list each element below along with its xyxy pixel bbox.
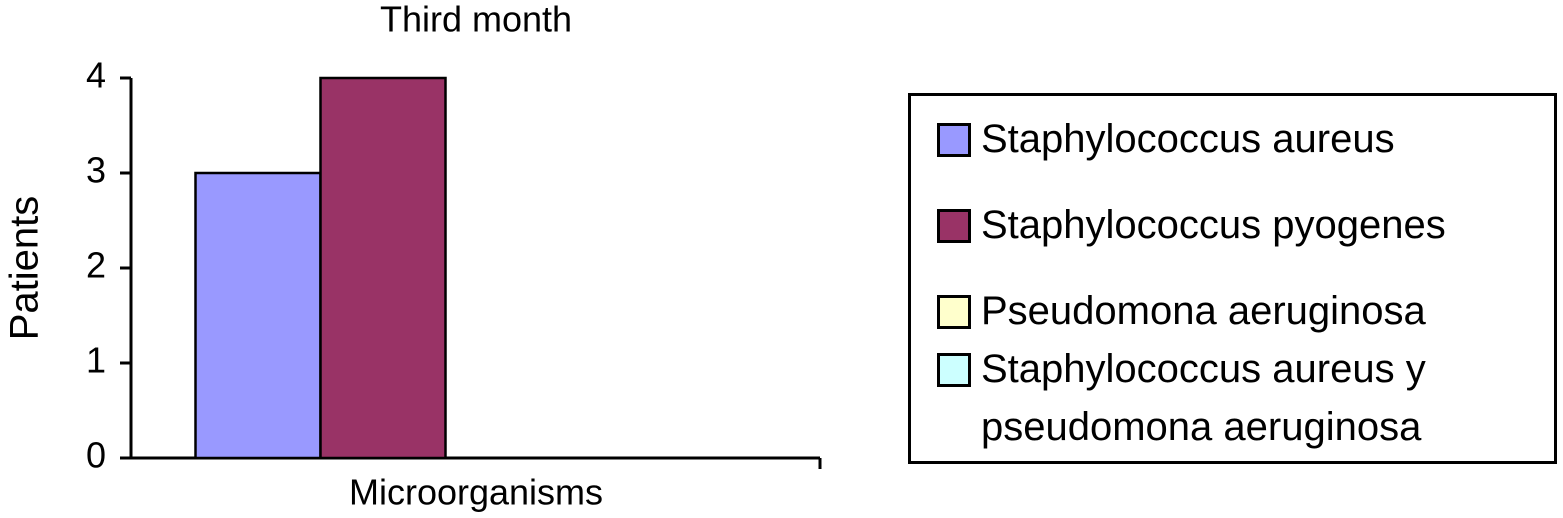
legend-label: Staphylococcus aureus y pseudomona aerug… bbox=[981, 347, 1426, 449]
y-axis-label: Patients bbox=[3, 196, 47, 341]
x-axis-label: Microorganisms bbox=[349, 472, 603, 513]
y-tick-label: 3 bbox=[86, 150, 106, 191]
legend-label: Staphylococcus pyogenes bbox=[981, 203, 1446, 247]
legend-item: Pseudomona aeruginosa bbox=[937, 282, 1554, 340]
y-tick-label: 1 bbox=[86, 340, 106, 381]
legend-swatch bbox=[937, 295, 971, 329]
y-tick-label: 4 bbox=[86, 55, 106, 96]
y-tick-label: 0 bbox=[86, 435, 106, 476]
legend-swatch bbox=[937, 123, 971, 157]
chart-title: Third month bbox=[380, 0, 572, 40]
legend-item: Staphylococcus aureus y pseudomona aerug… bbox=[937, 340, 1554, 456]
legend-swatch bbox=[937, 209, 971, 243]
legend-label: Pseudomona aeruginosa bbox=[981, 289, 1426, 333]
legend: Staphylococcus aureus Staphylococcus pyog… bbox=[908, 93, 1557, 464]
legend-item: Staphylococcus pyogenes bbox=[937, 196, 1554, 254]
legend-label: Staphylococcus aureus bbox=[981, 117, 1395, 161]
y-tick-label: 2 bbox=[86, 245, 106, 286]
bar bbox=[194, 171, 322, 460]
bar bbox=[319, 76, 447, 460]
legend-swatch bbox=[937, 353, 971, 387]
legend-item: Staphylococcus aureus bbox=[937, 110, 1554, 168]
